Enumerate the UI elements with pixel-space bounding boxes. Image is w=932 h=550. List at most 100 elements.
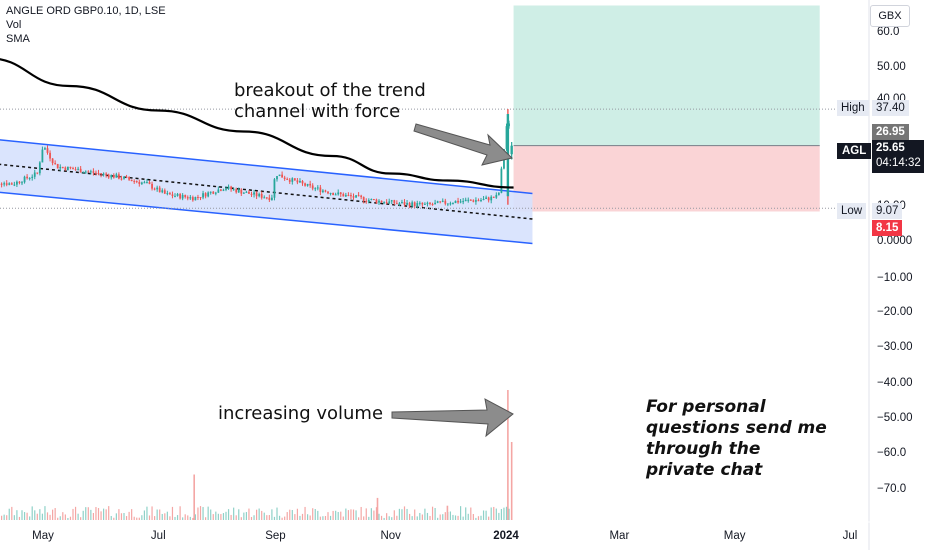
candle <box>446 203 449 205</box>
candle <box>36 172 39 174</box>
channel-lower-line[interactable] <box>0 191 533 245</box>
volume-bar <box>470 507 472 520</box>
stop-price-tag: 8.15 <box>872 220 903 236</box>
bar-countdown: 04:14:32 <box>876 157 921 169</box>
candle <box>485 197 488 199</box>
volume-bar <box>227 509 230 520</box>
volume-bar <box>39 509 41 520</box>
volume-bar <box>215 511 217 520</box>
volume-bar <box>115 513 117 520</box>
candle <box>151 183 153 189</box>
volume-bar <box>141 515 143 520</box>
volume-bar <box>444 512 446 520</box>
candle <box>92 171 95 173</box>
volume-bar <box>345 508 347 520</box>
channel-mid-line[interactable] <box>0 163 533 220</box>
volume-bar <box>373 510 375 520</box>
volume-bar <box>171 506 174 520</box>
candle <box>464 199 467 202</box>
price-axis-tick-label: −40.00 <box>877 377 913 389</box>
candle <box>383 202 386 204</box>
volume-bar <box>110 515 112 520</box>
personal-note-line-3: through the <box>646 439 761 459</box>
volume-bar <box>289 509 291 520</box>
candle <box>179 194 182 199</box>
personal-questions-note: For personal questions send me through t… <box>646 397 827 481</box>
volume-bar <box>182 517 184 520</box>
stop-loss-zone[interactable] <box>513 145 820 212</box>
candle <box>362 197 365 201</box>
candle <box>199 197 202 199</box>
volume-bar <box>220 514 222 520</box>
volume-bar <box>431 506 434 520</box>
candle <box>329 193 332 195</box>
volume-bar <box>151 506 153 520</box>
channel-upper-line[interactable] <box>0 139 533 195</box>
volume-bar <box>286 512 288 520</box>
volume-bar <box>391 517 393 520</box>
time-axis-tick-label: Mar <box>609 530 629 542</box>
candle <box>426 202 429 204</box>
candle <box>8 183 11 185</box>
candle <box>176 194 179 196</box>
time-axis-tick-label: Jul <box>151 530 166 542</box>
currency-button[interactable]: GBX <box>870 5 910 27</box>
volume-indicator-label[interactable]: Vol <box>6 19 22 31</box>
price-axis-tick-label: −50.00 <box>877 412 913 424</box>
candle <box>253 192 255 195</box>
candle <box>202 193 204 198</box>
candle <box>95 172 97 174</box>
breakout-arrow-icon[interactable] <box>413 123 514 166</box>
chart-legend: ANGLE ORD GBP0.10, 1D, LSE Vol SMA <box>6 4 166 46</box>
candle <box>133 181 136 183</box>
candle <box>454 200 457 204</box>
volume-bar <box>426 512 429 520</box>
volume-bar <box>380 515 383 520</box>
candle <box>87 171 90 173</box>
volume-bar <box>136 517 138 520</box>
candle <box>398 203 401 205</box>
volume-bar <box>64 514 66 520</box>
candle <box>413 202 416 207</box>
volume-bar <box>59 516 61 520</box>
candle <box>28 177 31 179</box>
candle <box>373 198 375 200</box>
last-candle[interactable] <box>510 145 513 155</box>
candle <box>0 183 3 185</box>
volume-bar <box>335 510 337 520</box>
candle <box>332 193 335 195</box>
candle <box>102 173 105 175</box>
symbol-title: ANGLE ORD GBP0.10, 1D, LSE <box>6 5 166 17</box>
profit-target-zone[interactable] <box>513 5 820 146</box>
volume-bar <box>358 517 360 520</box>
candle <box>171 194 174 196</box>
volume-bar <box>230 514 232 520</box>
volume-spike-bar <box>193 474 195 520</box>
candle <box>431 203 434 205</box>
volume-bar <box>174 516 176 520</box>
candle <box>18 181 21 183</box>
volume-bar <box>472 514 474 520</box>
sma-line[interactable] <box>0 58 514 189</box>
volume-bar <box>245 512 248 520</box>
volume-bar <box>235 515 237 520</box>
candle <box>429 202 431 204</box>
volume-bar <box>475 517 477 520</box>
volume-arrow-icon[interactable] <box>391 398 514 438</box>
time-axis-tick-label: Jul <box>843 530 858 542</box>
candle <box>357 195 360 197</box>
sma-indicator-label[interactable]: SMA <box>6 33 30 45</box>
candle <box>265 197 268 199</box>
volume-bar <box>207 506 209 520</box>
volume-bar <box>488 516 490 520</box>
candle <box>148 182 151 184</box>
candle <box>33 172 36 177</box>
price-axis-tick-label: −30.00 <box>877 341 913 353</box>
volume-bar <box>383 517 385 520</box>
volume-annotation: increasing volume <box>218 403 384 424</box>
price-axis-tick-label: 50.00 <box>877 61 906 73</box>
volume-bar <box>49 514 51 520</box>
volume-bar <box>281 517 283 520</box>
volume-bar <box>31 506 33 520</box>
